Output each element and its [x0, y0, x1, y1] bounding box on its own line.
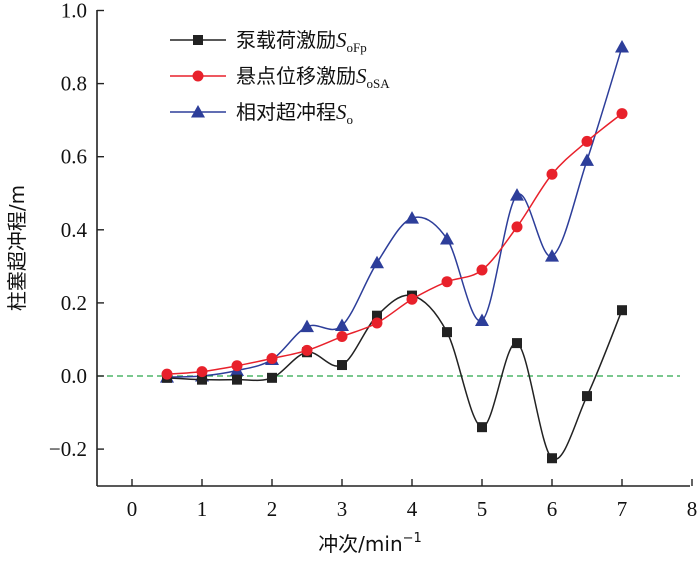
y-tick-label: 0.0	[61, 364, 87, 388]
legend-label-subscript: o	[347, 112, 354, 127]
data-point-displacement	[406, 293, 418, 305]
legend-label-symbol: S	[356, 64, 367, 88]
data-point-relative	[440, 231, 454, 245]
legend-label: 相对超冲程So	[236, 100, 353, 127]
y-tick-label: 1.0	[61, 0, 87, 23]
data-point-pump-load	[232, 374, 242, 385]
data-point-displacement	[511, 221, 523, 233]
series	[160, 40, 629, 464]
data-point-displacement	[581, 135, 593, 147]
data-point-displacement	[476, 264, 488, 276]
data-point-displacement	[336, 331, 348, 343]
data-point-displacement	[301, 344, 313, 356]
y-tick-label: −0.2	[49, 437, 87, 461]
data-point-relative	[615, 40, 629, 53]
legend-label-subscript: oFp	[347, 40, 367, 55]
y-tick-label: 0.2	[61, 291, 87, 315]
legend-marker-pump-load	[193, 35, 203, 45]
data-point-pump-load	[372, 310, 382, 321]
legend-marker-relative	[191, 105, 205, 118]
data-point-relative	[405, 211, 419, 224]
data-point-relative	[475, 313, 489, 326]
x-tick-label: 5	[477, 497, 488, 521]
legend-item-relative: 相对超冲程So	[170, 100, 353, 127]
data-point-displacement	[161, 368, 173, 380]
x-tick-label: 6	[547, 497, 558, 521]
data-point-relative	[370, 255, 384, 269]
data-point-pump-load	[477, 422, 487, 433]
x-tick-label: 0	[127, 497, 138, 521]
x-tick-label: 3	[337, 497, 348, 521]
legend-item-displacement: 悬点位移激励SoSA	[170, 64, 390, 91]
x-axis-label: 冲次/min−1	[318, 531, 422, 556]
data-point-relative	[335, 318, 349, 332]
x-axis-label-superscript: −1	[403, 531, 422, 546]
data-point-displacement	[266, 352, 278, 364]
data-point-displacement	[196, 366, 208, 378]
data-point-pump-load	[617, 305, 627, 316]
x-tick-label: 2	[267, 497, 278, 521]
data-point-relative	[580, 153, 594, 166]
data-point-pump-load	[197, 374, 207, 385]
data-point-displacement	[616, 108, 628, 120]
data-point-relative	[545, 249, 559, 262]
legend-label: 悬点位移激励SoSA	[236, 64, 390, 91]
ticks: 0 1 2 3 4 5 6 7 8 −0.2 0.0 0.2 0.4 0.6 0.8 1.0	[49, 0, 697, 521]
data-point-displacement	[371, 317, 383, 329]
data-point-pump-load	[267, 372, 277, 383]
series-line-relative	[166, 46, 623, 378]
y-tick-label: 0.8	[61, 72, 87, 96]
legend-label-text: 相对超冲程	[236, 100, 336, 124]
data-point-displacement	[231, 360, 243, 372]
data-point-displacement	[441, 276, 453, 288]
data-point-pump-load	[547, 453, 557, 464]
legend-item-pump-load: 泵载荷激励SoFp	[170, 28, 367, 55]
data-point-pump-load	[337, 360, 347, 371]
legend-label-symbol: S	[336, 100, 347, 124]
legend-marker-displacement	[192, 70, 204, 82]
x-tick-label: 4	[407, 497, 418, 521]
data-point-displacement	[546, 168, 558, 180]
legend-label-text: 泵载荷激励	[236, 28, 336, 52]
y-axis-label: 柱塞超冲程/m	[5, 185, 29, 311]
data-point-pump-load	[442, 327, 452, 338]
legend-label-symbol: S	[336, 28, 347, 52]
legend-label-subscript: oSA	[367, 76, 391, 91]
x-tick-label: 1	[197, 497, 208, 521]
data-point-relative	[300, 319, 314, 333]
y-tick-label: 0.6	[61, 145, 87, 169]
legend-label: 泵载荷激励SoFp	[236, 28, 367, 55]
data-point-pump-load	[582, 391, 592, 402]
x-axis-label-text: 冲次/min	[318, 532, 402, 556]
axes	[96, 10, 690, 487]
y-tick-label: 0.4	[61, 218, 88, 242]
x-tick-label: 7	[617, 497, 628, 521]
legend-label-text: 悬点位移激励	[236, 64, 356, 88]
series-line-displacement	[166, 112, 623, 375]
series-displacement	[161, 108, 628, 380]
data-point-relative	[510, 188, 524, 201]
x-tick-label: 8	[687, 497, 698, 521]
data-point-pump-load	[512, 338, 522, 349]
series-pump-load	[162, 290, 627, 464]
series-relative	[160, 40, 629, 383]
